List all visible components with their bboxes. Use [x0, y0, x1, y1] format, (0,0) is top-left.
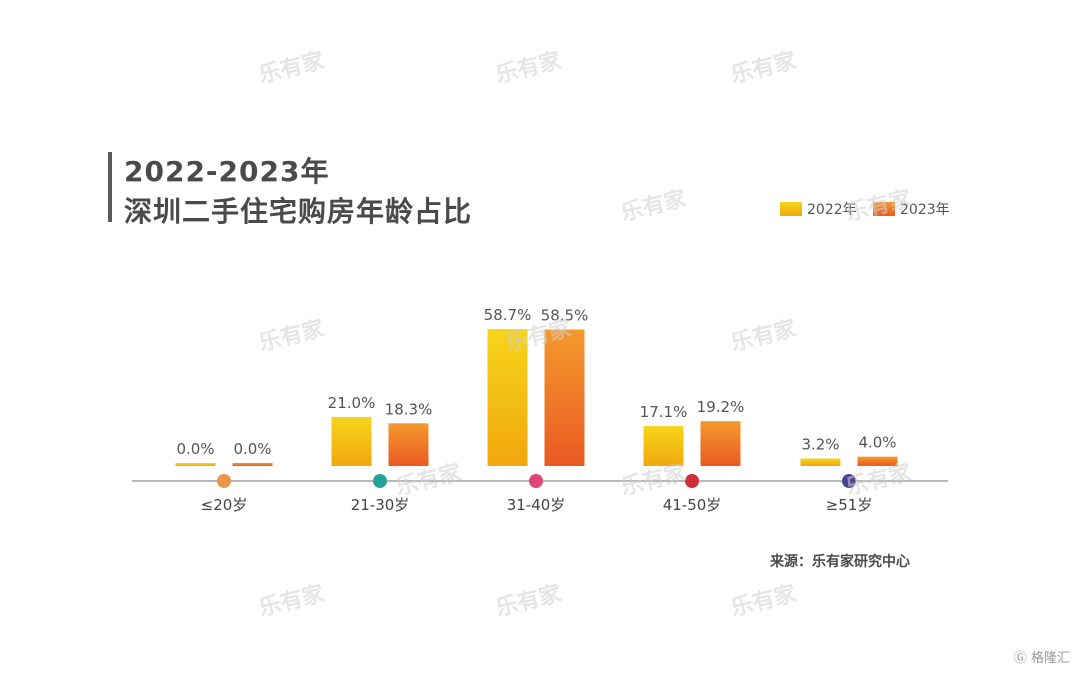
data-label: 4.0%: [858, 434, 896, 452]
title-accent-bar: [108, 152, 112, 222]
bar-2022: [175, 463, 216, 466]
legend-label-2022: 2022年: [807, 202, 857, 218]
category-label: 41-50岁: [663, 496, 722, 514]
logo-icon: Ⓖ: [1013, 651, 1027, 666]
corner-logo-text: 格隆汇: [1030, 651, 1070, 666]
data-label: 3.2%: [801, 436, 839, 454]
category-label: ≤20岁: [201, 496, 248, 514]
category-marker-dot: [529, 474, 543, 488]
data-label: 17.1%: [640, 403, 688, 421]
category-marker-dot: [217, 474, 231, 488]
data-label: 19.2%: [697, 398, 745, 416]
legend-swatch-2022: [780, 202, 802, 216]
bar-2022: [487, 329, 528, 466]
category-label: ≥51岁: [826, 496, 873, 514]
bar-2023: [857, 456, 898, 466]
category-label: 31-40岁: [507, 496, 566, 514]
data-label: 21.0%: [328, 394, 376, 412]
bar-2023: [388, 423, 429, 466]
category-marker-dot: [842, 474, 856, 488]
bar-2022: [331, 417, 372, 466]
source-note: 来源：乐有家研究中心: [770, 554, 910, 570]
data-label: 18.3%: [385, 400, 433, 418]
corner-logo: Ⓖ 格隆汇: [1014, 647, 1070, 666]
category-marker-dot: [685, 474, 699, 488]
data-label: 58.7%: [484, 306, 532, 324]
bar-2023: [232, 463, 273, 466]
bar-2023: [544, 329, 585, 466]
data-label: 0.0%: [176, 440, 214, 458]
legend-label-2023: 2023年: [900, 202, 950, 218]
bar-2022: [800, 458, 841, 466]
data-label: 0.0%: [233, 440, 271, 458]
category-marker-dot: [373, 474, 387, 488]
chart-title-line-1: 2022-2023年: [124, 155, 330, 188]
legend-item-2022: 2022年: [780, 199, 857, 219]
category-label: 21-30岁: [351, 496, 410, 514]
chart-title-line-2: 深圳二手住宅购房年龄占比: [124, 195, 473, 228]
bar-2023: [700, 421, 741, 466]
bar-2022: [643, 426, 684, 466]
legend-swatch-2023: [873, 202, 895, 216]
legend-item-2023: 2023年: [873, 199, 950, 219]
data-label: 58.5%: [541, 307, 589, 325]
